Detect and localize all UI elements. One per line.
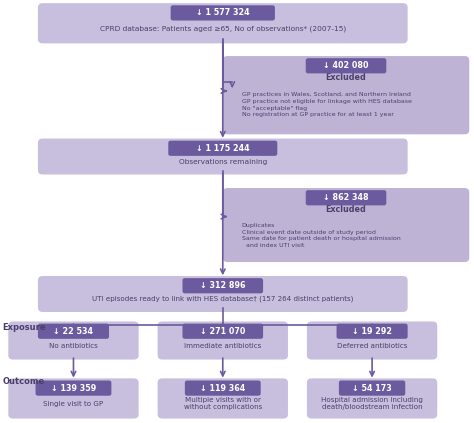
Text: ↓ 54 173: ↓ 54 173 [352,384,392,393]
Text: Duplicates
Clinical event date outside of study period
Same date for patient dea: Duplicates Clinical event date outside o… [242,223,401,248]
Text: ↓ 402 080: ↓ 402 080 [323,61,369,70]
FancyBboxPatch shape [38,324,109,339]
Text: CPRD database: Patients aged ≥65, No of observations* (2007-15): CPRD database: Patients aged ≥65, No of … [100,25,346,32]
FancyBboxPatch shape [307,378,437,419]
Text: Observations remaining: Observations remaining [179,159,267,165]
FancyBboxPatch shape [182,278,263,294]
FancyBboxPatch shape [171,5,275,21]
FancyBboxPatch shape [306,190,386,206]
FancyBboxPatch shape [157,321,288,360]
Text: ↓ 1 175 244: ↓ 1 175 244 [196,144,250,153]
FancyBboxPatch shape [157,378,288,419]
FancyBboxPatch shape [36,381,111,396]
FancyBboxPatch shape [185,381,261,396]
Text: Hospital admission including
death/bloodstream infection: Hospital admission including death/blood… [321,398,423,410]
Text: Excluded: Excluded [326,205,366,214]
FancyBboxPatch shape [38,276,408,312]
FancyBboxPatch shape [38,3,408,44]
FancyBboxPatch shape [168,141,277,156]
FancyBboxPatch shape [339,381,405,396]
FancyBboxPatch shape [223,188,469,262]
Text: Single visit to GP: Single visit to GP [44,401,103,407]
Text: ↓ 139 359: ↓ 139 359 [51,384,96,393]
FancyBboxPatch shape [8,378,138,419]
Text: ↓ 119 364: ↓ 119 364 [200,384,246,393]
Text: ↓ 19 292: ↓ 19 292 [352,327,392,336]
FancyBboxPatch shape [337,324,408,339]
FancyBboxPatch shape [182,324,263,339]
FancyBboxPatch shape [306,58,386,74]
FancyBboxPatch shape [8,321,138,360]
Text: Deferred antibiotics: Deferred antibiotics [337,343,407,349]
Text: UTI episodes ready to link with HES database† (157 264 distinct patients): UTI episodes ready to link with HES data… [92,296,354,302]
Text: ↓ 22 534: ↓ 22 534 [54,327,93,336]
Text: ↓ 862 348: ↓ 862 348 [323,193,369,202]
Text: Excluded: Excluded [326,73,366,82]
Text: ↓ 312 896: ↓ 312 896 [200,281,246,290]
Text: No antibiotics: No antibiotics [49,343,98,349]
Text: GP practices in Wales, Scotland, and Northern Ireland
GP practice not eligible f: GP practices in Wales, Scotland, and Nor… [242,93,411,117]
FancyBboxPatch shape [38,139,408,174]
FancyBboxPatch shape [223,56,469,135]
Text: Immediate antibiotics: Immediate antibiotics [184,343,261,349]
FancyBboxPatch shape [307,321,437,360]
Text: ↓ 1 577 324: ↓ 1 577 324 [196,8,250,17]
Text: Exposure: Exposure [2,323,46,332]
Text: Outcome: Outcome [2,377,45,386]
Text: ↓ 271 070: ↓ 271 070 [200,327,246,336]
Text: Multiple visits with or
without complications: Multiple visits with or without complica… [183,398,262,410]
